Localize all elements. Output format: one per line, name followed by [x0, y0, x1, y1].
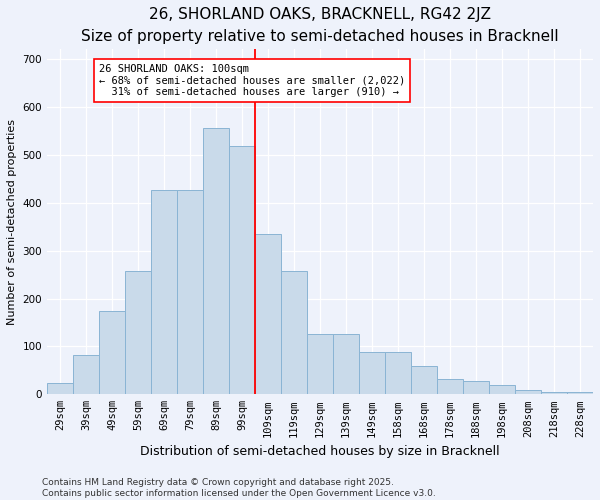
X-axis label: Distribution of semi-detached houses by size in Bracknell: Distribution of semi-detached houses by … — [140, 445, 500, 458]
Text: 26 SHORLAND OAKS: 100sqm
← 68% of semi-detached houses are smaller (2,022)
  31%: 26 SHORLAND OAKS: 100sqm ← 68% of semi-d… — [99, 64, 405, 97]
Bar — [99, 310, 125, 394]
Title: 26, SHORLAND OAKS, BRACKNELL, RG42 2JZ
Size of property relative to semi-detache: 26, SHORLAND OAKS, BRACKNELL, RG42 2JZ S… — [81, 7, 559, 44]
Text: Contains HM Land Registry data © Crown copyright and database right 2025.
Contai: Contains HM Land Registry data © Crown c… — [42, 478, 436, 498]
Bar — [125, 272, 151, 394]
Bar — [411, 366, 437, 394]
Bar — [47, 384, 73, 394]
Bar — [567, 392, 593, 394]
Y-axis label: Number of semi-detached properties: Number of semi-detached properties — [7, 119, 17, 325]
Bar — [437, 378, 463, 394]
Bar — [307, 334, 333, 394]
Bar — [177, 190, 203, 394]
Bar — [73, 354, 99, 395]
Bar — [333, 334, 359, 394]
Bar — [541, 392, 567, 394]
Bar — [463, 382, 489, 394]
Bar — [359, 352, 385, 395]
Bar — [151, 190, 177, 394]
Bar — [203, 128, 229, 394]
Bar — [385, 352, 411, 395]
Bar — [515, 390, 541, 394]
Bar — [255, 234, 281, 394]
Bar — [489, 385, 515, 394]
Bar — [229, 146, 255, 394]
Bar — [281, 272, 307, 394]
